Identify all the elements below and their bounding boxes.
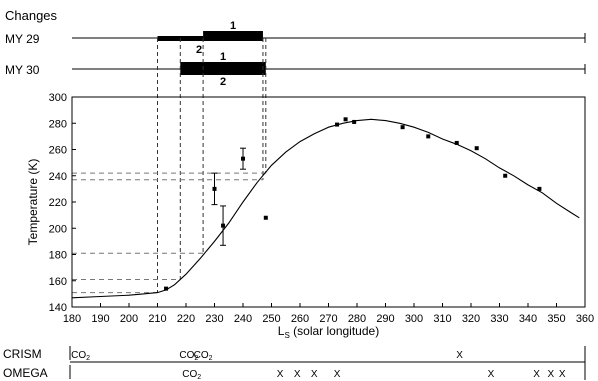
data-point-5 — [335, 122, 340, 127]
obs-co2-0-0: CO2 — [71, 350, 90, 362]
my30-bar-2-label: 2 — [220, 76, 226, 88]
x-tick-label-320: 320 — [462, 313, 480, 325]
y-tick-label-140: 140 — [49, 302, 67, 314]
y-tick-label-200: 200 — [49, 223, 67, 235]
obs-x-1-3: X — [311, 369, 318, 380]
data-point-2 — [221, 223, 226, 228]
x-tick-label-250: 250 — [262, 313, 280, 325]
timeline-label-1: MY 30 — [5, 63, 40, 77]
x-axis-label: LS (solar longitude) — [278, 324, 379, 340]
x-tick-label-360: 360 — [576, 313, 594, 325]
obs-x-1-7: X — [547, 369, 554, 380]
y-tick-label-260: 260 — [49, 145, 67, 157]
x-tick-label-340: 340 — [519, 313, 537, 325]
timeline-rows: MY 29 MY 30 1 2 1 2 — [5, 20, 586, 88]
my30-bar-1-2 — [180, 62, 266, 75]
y-tick-label-240: 240 — [49, 171, 67, 183]
x-tick-label-220: 220 — [177, 313, 195, 325]
obs-x-1-6: X — [533, 369, 540, 380]
data-point-8 — [400, 125, 405, 130]
x-tick-label-290: 290 — [376, 313, 394, 325]
changes-heading: Changes — [5, 8, 58, 23]
obs-label-crism: CRISM — [3, 347, 42, 361]
data-point-7 — [352, 119, 357, 124]
my29-bar-2-label: 2 — [196, 44, 202, 56]
temperature-plot: 180 190 200 210 220 230 240 250 260 270 280 290 300 3… — [26, 92, 594, 340]
x-tick-label-260: 260 — [291, 313, 309, 325]
y-tick-label-220: 220 — [49, 197, 67, 209]
x-tick-label-280: 280 — [348, 313, 366, 325]
data-point-10 — [454, 140, 459, 145]
data-point-6 — [343, 117, 348, 122]
x-tick-label-230: 230 — [205, 313, 223, 325]
x-tick-label-310: 310 — [433, 313, 451, 325]
x-tick-label-210: 210 — [148, 313, 166, 325]
data-point-13 — [537, 186, 542, 191]
obs-x-0-3: X — [456, 350, 463, 361]
x-tick-label-270: 270 — [319, 313, 337, 325]
obs-label-omega: OMEGA — [3, 366, 48, 380]
temperature-curve — [71, 118, 580, 299]
obs-x-1-2: X — [294, 369, 301, 380]
x-tick-label-350: 350 — [547, 313, 565, 325]
obs-x-1-1: X — [277, 369, 284, 380]
x-tick-label-240: 240 — [234, 313, 252, 325]
y-axis-label: Temperature (K) — [26, 159, 40, 246]
obs-co2-0-1: CO2 — [179, 350, 198, 362]
plot-frame — [71, 96, 586, 308]
x-tick-label-330: 330 — [490, 313, 508, 325]
y-tick-label-300: 300 — [49, 92, 67, 104]
obs-x-1-4: X — [334, 369, 341, 380]
my29-bar-1-label: 1 — [230, 20, 236, 32]
my29-bar-1 — [203, 31, 263, 41]
x-tick-label-300: 300 — [405, 313, 423, 325]
obs-co2-0-2: CO2 — [194, 350, 213, 362]
obs-x-1-8: X — [559, 369, 566, 380]
data-point-9 — [426, 134, 431, 139]
x-tick-label-180: 180 — [63, 313, 81, 325]
obs-co2-1-0: CO2 — [182, 369, 201, 381]
y-tick-label-280: 280 — [49, 118, 67, 130]
data-point-1 — [212, 186, 217, 191]
data-point-0 — [164, 286, 169, 291]
timeline-label-0: MY 29 — [5, 32, 40, 46]
guide-lines — [72, 38, 585, 294]
data-point-11 — [474, 146, 479, 151]
x-tick-label-190: 190 — [91, 313, 109, 325]
obs-x-1-5: X — [488, 369, 495, 380]
data-point-12 — [503, 173, 508, 178]
x-tick-label-200: 200 — [120, 313, 138, 325]
data-point-4 — [263, 215, 268, 220]
data-point-3 — [241, 156, 245, 161]
y-tick-label-180: 180 — [49, 250, 67, 262]
y-tick-label-160: 160 — [49, 276, 67, 288]
my30-bar-1-label: 1 — [220, 51, 226, 63]
